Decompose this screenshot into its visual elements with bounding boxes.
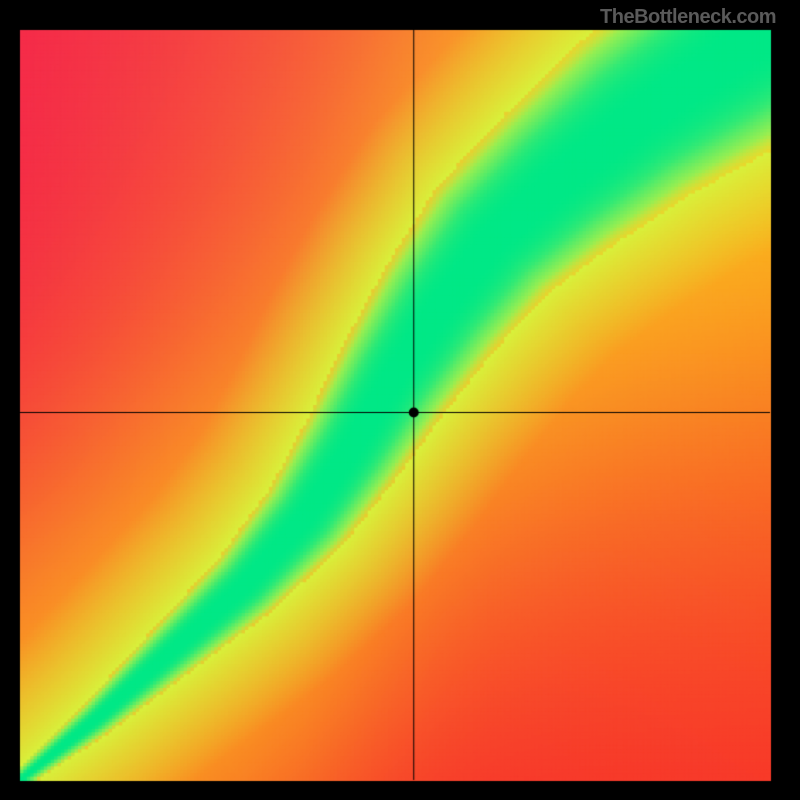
chart-container: TheBottleneck.com [0,0,800,800]
watermark-text: TheBottleneck.com [600,6,776,29]
bottleneck-heatmap [0,0,800,800]
